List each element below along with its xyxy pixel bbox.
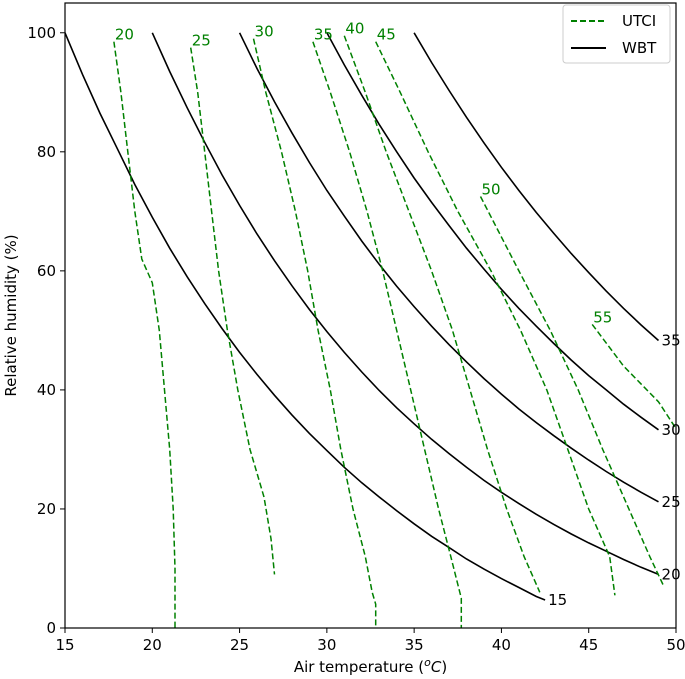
x-tick-label-25: 25 xyxy=(230,636,249,654)
y-tick-label-0: 0 xyxy=(46,619,56,637)
plot-area xyxy=(65,32,676,628)
legend-utci-label: UTCI xyxy=(622,12,656,30)
x-tick-label-40: 40 xyxy=(492,636,511,654)
y-tick-label-20: 20 xyxy=(37,500,56,518)
wbt-contour-label-25: 25 xyxy=(662,493,681,511)
wbt-contour-label-15: 15 xyxy=(548,591,567,609)
x-tick-label-30: 30 xyxy=(317,636,336,654)
legend: UTCI WBT xyxy=(562,4,671,64)
x-tick-label-45: 45 xyxy=(579,636,598,654)
utci-line-55 xyxy=(591,323,676,430)
y-tick-label-60: 60 xyxy=(37,262,56,280)
wbt-line-35 xyxy=(413,32,660,342)
wbt-line-20 xyxy=(151,32,659,576)
utci-contour-label-35: 35 xyxy=(314,26,333,44)
utci-contour-label-40: 40 xyxy=(345,20,364,38)
utci-contour-label-45: 45 xyxy=(377,26,396,44)
utci-line-20 xyxy=(113,41,176,628)
utci-line-25 xyxy=(189,47,276,575)
axes-frame xyxy=(64,2,677,629)
utci-line-35 xyxy=(312,41,463,628)
wbt-line-30 xyxy=(326,32,659,431)
utci-contour-label-25: 25 xyxy=(192,32,211,50)
legend-wbt-label: WBT xyxy=(622,39,657,57)
utci-contour-label-50: 50 xyxy=(481,180,500,198)
wbt-line-15 xyxy=(65,32,546,601)
utci-contour-label-55: 55 xyxy=(593,308,612,326)
y-tick-label-40: 40 xyxy=(37,381,56,399)
x-tick-label-35: 35 xyxy=(405,636,424,654)
wbt-contour-label-20: 20 xyxy=(662,565,681,583)
utci-line-45 xyxy=(375,41,616,596)
y-tick-label-80: 80 xyxy=(37,143,56,161)
wbt-line-25 xyxy=(238,32,659,503)
utci-line-40 xyxy=(343,35,541,593)
x-tick-label-20: 20 xyxy=(143,636,162,654)
wbt-contour-label-35: 35 xyxy=(662,332,681,350)
x-axis-label: Air temperature (oC) xyxy=(294,656,447,676)
x-tick-label-50: 50 xyxy=(666,636,685,654)
utci-line-50 xyxy=(479,196,665,587)
x-tick-label-15: 15 xyxy=(55,636,74,654)
utci-contour-label-30: 30 xyxy=(255,23,274,41)
wbt-contour-label-30: 30 xyxy=(662,421,681,439)
y-tick-label-100: 100 xyxy=(27,24,56,42)
y-axis-label: Relative humidity (%) xyxy=(2,234,20,396)
utci-contour-label-20: 20 xyxy=(115,26,134,44)
